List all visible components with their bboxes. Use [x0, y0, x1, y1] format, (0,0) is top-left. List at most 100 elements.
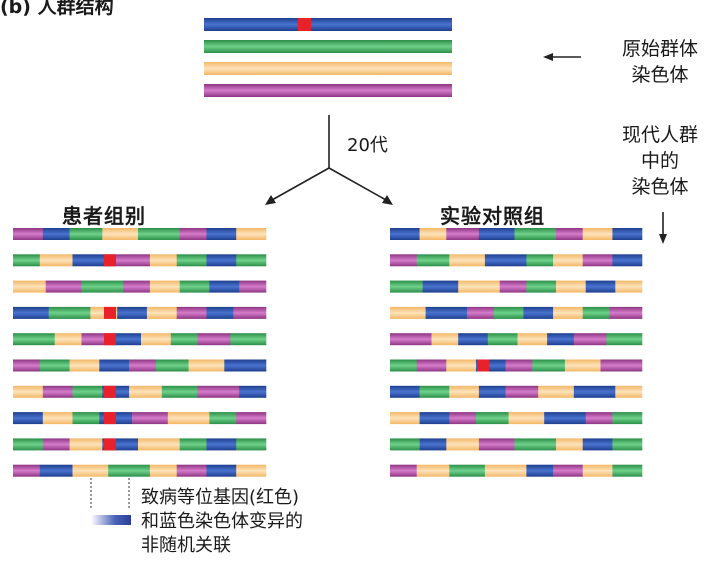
chromosome-segment-blue [547, 333, 575, 346]
chromosome-segment-purple [236, 412, 267, 425]
chromosome-segment-orange [42, 412, 73, 425]
patient-chromosome [13, 385, 267, 398]
chromosome-segment-purple [176, 306, 207, 319]
chromosome-segment-purple [13, 228, 44, 240]
chromosome-segment-purple [390, 333, 432, 346]
chromosome-segment-purple [573, 333, 607, 346]
chromosome-segment-orange [390, 412, 420, 425]
branch-left-arrowhead [265, 195, 276, 205]
chromosome-segment-orange [538, 385, 575, 398]
chromosome-segment-orange [149, 280, 180, 293]
chromosome-segment-purple [179, 228, 207, 240]
chromosome-segment-green [606, 333, 643, 346]
chromosome-segment-green [419, 385, 450, 398]
chromosome-segment-purple [42, 385, 73, 398]
disease-allele-marker [298, 18, 311, 31]
disease-allele-marker [104, 385, 116, 398]
chromosome-segment-blue [573, 385, 616, 398]
control-chromosome [390, 306, 643, 319]
chromosome-segment-green [72, 385, 103, 398]
original-chromosome-orange [204, 62, 452, 75]
chromosome-segment-green [236, 438, 267, 451]
chromosome-segment-purple [467, 306, 495, 319]
chromosome-segment-orange [13, 280, 46, 293]
chromosome-segment-green [514, 228, 557, 240]
chromosome-segment-orange [129, 385, 163, 398]
chromosome-segment-purple [132, 412, 169, 425]
control-chromosome [390, 412, 643, 425]
patient-chromosome [13, 254, 267, 267]
chromosome-segment-orange [416, 464, 450, 477]
chromosome-segment-purple [499, 280, 527, 293]
chromosome-segment-blue [544, 412, 586, 425]
chromosome-segment-green [612, 438, 643, 451]
patient-chromosome [13, 464, 267, 477]
chromosome-segment-green [13, 254, 41, 267]
disease-allele-marker [104, 438, 116, 451]
chromosome-segment-blue [72, 254, 109, 267]
association-note: 致病等位基因(红色) 和蓝色染色体变异的 非随机关联 [141, 487, 303, 556]
chromosome-segment-purple [600, 359, 643, 372]
chromosome-segment-orange [138, 438, 180, 451]
chromosome-segment-purple [505, 385, 539, 398]
chromosome-segment-orange [149, 464, 177, 477]
chromosome-segment-purple [582, 254, 613, 267]
chromosome-segment-green [526, 254, 554, 267]
chromosome-segment-orange [72, 464, 109, 477]
chromosome-segment-blue [224, 359, 267, 372]
original-chromosome-purple [204, 84, 452, 97]
chromosome-segment-purple [585, 412, 613, 425]
chromosome-segment-purple [197, 385, 240, 398]
chromosome-segment-green [526, 280, 557, 293]
chromosome-segment-green [13, 333, 55, 346]
chromosome-segment-orange [508, 412, 545, 425]
chromosome-segment-blue [206, 464, 237, 477]
chromosome-segment-blue [117, 306, 148, 319]
chromosome-segment-orange [167, 412, 210, 425]
patient-chromosome [13, 412, 267, 425]
chromosome-segment-blue [523, 306, 554, 319]
chromosome-segment-purple [416, 359, 447, 372]
chromosome-segment-green [39, 359, 70, 372]
chromosome-segment-blue [478, 228, 515, 240]
chromosome-segment-green [48, 306, 91, 319]
patient-chromosome [13, 280, 267, 293]
chromosome-segment-blue [419, 412, 450, 425]
chromosome-segment-purple [556, 228, 583, 240]
branch-right-arrowhead [382, 195, 393, 205]
chromosome-segment-blue [206, 228, 237, 240]
disease-allele-marker [104, 254, 116, 267]
chromosome-segment-purple [42, 438, 70, 451]
control-chromosome [390, 385, 643, 398]
patient-chromosome [13, 359, 267, 372]
chromosome-segment-blue [206, 254, 237, 267]
chromosome-segment-orange [615, 280, 643, 293]
chromosome-segment-orange [556, 438, 583, 451]
control-chromosomes [390, 228, 643, 477]
chromosome-segment-purple [108, 254, 151, 267]
chromosome-segment-green [514, 438, 557, 451]
patient-chromosome [13, 228, 267, 240]
chromosome-segment-blue [478, 385, 506, 398]
control-group-title: 实验对照组 [440, 204, 545, 228]
chromosome-segment-orange [69, 359, 100, 372]
disease-allele-marker [104, 412, 116, 425]
chromosome-segment-blue [111, 333, 142, 346]
disease-allele-marker [104, 306, 116, 319]
chromosome-segment-orange [449, 254, 486, 267]
chromosome-segment-blue [206, 438, 237, 451]
chromosome-segment-orange [431, 333, 459, 346]
chromosome-segment-green [236, 254, 267, 267]
disease-allele-marker [104, 333, 116, 346]
chromosome-segment-green [390, 438, 420, 451]
chromosome-segment-orange [484, 464, 527, 477]
chromosome-segment-green [72, 412, 100, 425]
chromosome-segment-orange [556, 280, 586, 293]
chromosome-segment-purple [197, 333, 231, 346]
chromosome-segment-purple [478, 438, 515, 451]
original-label-arrowhead [543, 53, 553, 61]
chromosome-segment-green [493, 306, 524, 319]
chromosome-segment-blue [239, 385, 267, 398]
original-population-chromosomes [204, 18, 452, 97]
